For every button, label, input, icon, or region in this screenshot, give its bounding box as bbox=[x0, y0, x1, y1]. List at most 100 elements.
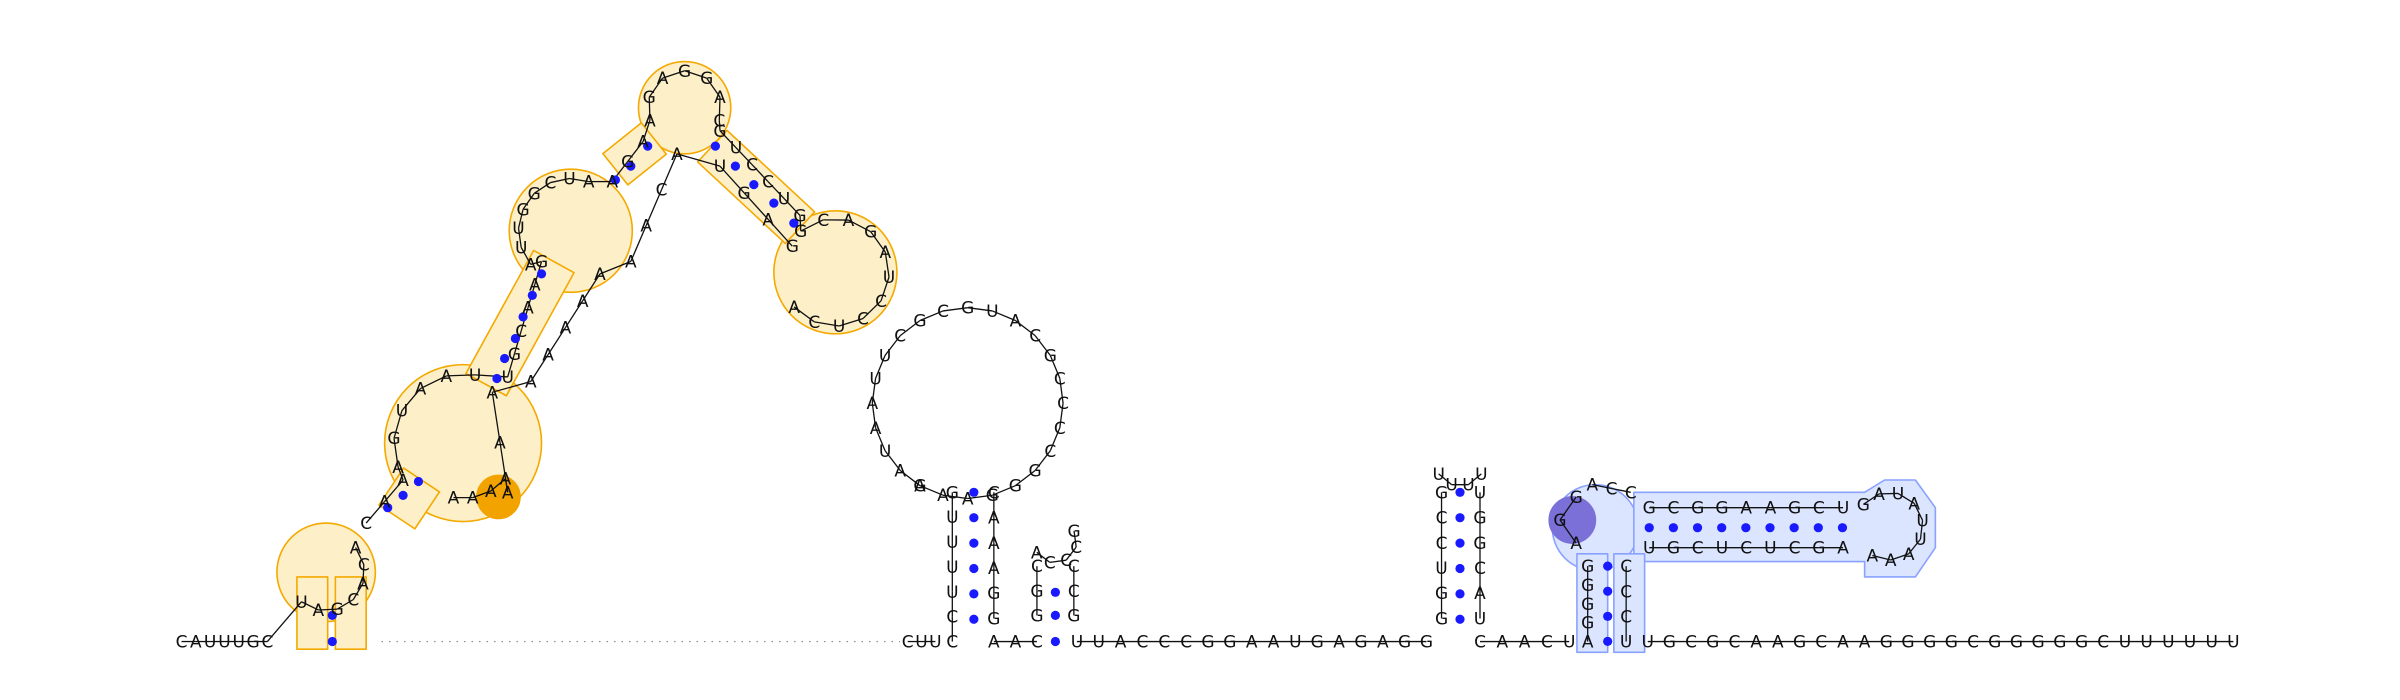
backbone-segment bbox=[1611, 487, 1631, 493]
nucleotide-90: U bbox=[946, 583, 958, 603]
nucleotide-21: A bbox=[415, 380, 427, 400]
nucleotide-102: C bbox=[1054, 419, 1066, 439]
nucleotide-36: U bbox=[563, 169, 575, 189]
base-pair-layer bbox=[327, 141, 1848, 647]
backbone-segment bbox=[301, 601, 319, 611]
nucleotide-63: C bbox=[808, 313, 820, 333]
backbone-segment bbox=[793, 306, 815, 323]
backbone-segment bbox=[1438, 473, 1452, 486]
nucleotide-244: U bbox=[2162, 633, 2174, 653]
base-pair-dot bbox=[626, 161, 636, 171]
nucleotide-19: G bbox=[387, 429, 400, 449]
backbone-segment bbox=[942, 307, 968, 312]
nucleotide-223: G bbox=[1706, 633, 1719, 653]
backbone-segment bbox=[871, 402, 877, 428]
backbone-segment bbox=[1065, 546, 1077, 561]
nucleotide-9: A bbox=[313, 601, 325, 621]
nucleotide-230: A bbox=[1859, 633, 1871, 653]
nucleotide-209: C bbox=[1789, 539, 1801, 559]
nucleotide-65: G bbox=[786, 237, 799, 257]
nucleotide-143: C bbox=[1137, 633, 1149, 653]
nucleotide-186: A bbox=[1586, 476, 1598, 496]
nucleotide-192: G bbox=[1715, 499, 1728, 519]
base-pair-dot bbox=[969, 614, 979, 624]
highlight-orange-bases bbox=[476, 474, 521, 520]
nucleotide-74: A bbox=[577, 292, 589, 312]
backbone-segment bbox=[472, 490, 491, 499]
nucleotide-68: U bbox=[714, 157, 726, 177]
nucleotide-82: A bbox=[485, 482, 497, 502]
highlight-purple-bases bbox=[1548, 496, 1597, 544]
backbone-segment bbox=[393, 438, 399, 467]
backbone-segment bbox=[564, 300, 584, 329]
nucleotide-47: C bbox=[713, 111, 725, 131]
backbone-segment bbox=[1919, 520, 1924, 540]
nucleotide-177: U bbox=[1563, 633, 1575, 653]
backbone-segment bbox=[767, 219, 793, 247]
nucleotide-58: A bbox=[879, 243, 891, 263]
nucleotide-73: A bbox=[594, 265, 606, 285]
nucleotide-193: A bbox=[1740, 499, 1752, 519]
nucleotide-59: U bbox=[883, 268, 895, 288]
base-pair-dot bbox=[1813, 523, 1823, 533]
base-pair-dot bbox=[643, 141, 653, 151]
nucleotide-212: U bbox=[1716, 539, 1728, 559]
nucleotide-116: A bbox=[870, 419, 882, 439]
nucleotide-43: A bbox=[657, 69, 669, 89]
nucleotide-86: U bbox=[915, 633, 927, 653]
nucleotide-138: C bbox=[1068, 582, 1080, 602]
nucleotide-1: C bbox=[176, 633, 188, 653]
nucleotide-146: G bbox=[1201, 633, 1214, 653]
nucleotide-40: A bbox=[637, 133, 649, 153]
backbone-segment bbox=[1913, 503, 1924, 521]
nucleotide-127: A bbox=[1010, 633, 1022, 653]
base-pair-dot bbox=[710, 141, 721, 151]
nucleotide-145: C bbox=[1180, 633, 1192, 653]
nucleotide-242: U bbox=[2119, 633, 2131, 653]
backbone-segment bbox=[630, 225, 647, 262]
nucleotide-140: U bbox=[1071, 633, 1083, 653]
base-pair-dot bbox=[749, 180, 759, 190]
nucleotide-53: G bbox=[793, 206, 806, 226]
nucleotide-173: C bbox=[1474, 633, 1486, 653]
nucleotide-31: U bbox=[515, 238, 527, 258]
nucleotide-81: A bbox=[500, 470, 512, 490]
nucleotide-13: C bbox=[358, 556, 370, 576]
nucleotide-222: C bbox=[1685, 633, 1697, 653]
helix-highlight-long-stem bbox=[1633, 479, 1937, 578]
nucleotide-112: C bbox=[894, 327, 906, 347]
nucleotide-203: U bbox=[1914, 530, 1926, 550]
backbone-segment bbox=[751, 164, 769, 182]
helix-highlight-stem-e bbox=[602, 122, 668, 186]
base-pair-dot bbox=[510, 333, 520, 344]
nucleotide-239: G bbox=[2053, 633, 2066, 653]
nucleotide-85: C bbox=[902, 633, 914, 653]
backbone-segment bbox=[1559, 519, 1577, 544]
nucleotide-157: G bbox=[1435, 609, 1448, 629]
nucleotide-147: G bbox=[1223, 633, 1236, 653]
base-pair-dot bbox=[969, 563, 979, 574]
backbone-segment bbox=[547, 327, 566, 355]
nucleotide-99: G bbox=[1009, 477, 1022, 497]
backbone-segment bbox=[767, 181, 785, 199]
nucleotide-45: G bbox=[700, 69, 713, 89]
nucleotide-93: U bbox=[946, 508, 958, 528]
backbone-segment bbox=[800, 219, 824, 232]
backbone-segment bbox=[1908, 538, 1922, 555]
backbone-segment bbox=[735, 147, 753, 166]
nucleotide-122: A bbox=[988, 534, 1000, 554]
backbone-segment bbox=[743, 192, 769, 220]
backbone-segment bbox=[884, 335, 901, 356]
nucleotide-144: C bbox=[1158, 633, 1170, 653]
backbone-segment bbox=[992, 310, 1016, 322]
nucleotide-107: A bbox=[1010, 311, 1022, 331]
nucleotide-27: A bbox=[522, 299, 534, 319]
backbone-layer bbox=[181, 70, 2234, 643]
backbone-segment bbox=[874, 355, 886, 379]
nucleotide-96: A bbox=[937, 486, 949, 506]
backbone-segment bbox=[490, 478, 506, 492]
nucleotide-219: U bbox=[1620, 633, 1632, 653]
backbone-segment bbox=[648, 77, 664, 98]
nucleotide-155: G bbox=[1398, 633, 1411, 653]
helix-highlight-stem-d bbox=[465, 249, 575, 397]
